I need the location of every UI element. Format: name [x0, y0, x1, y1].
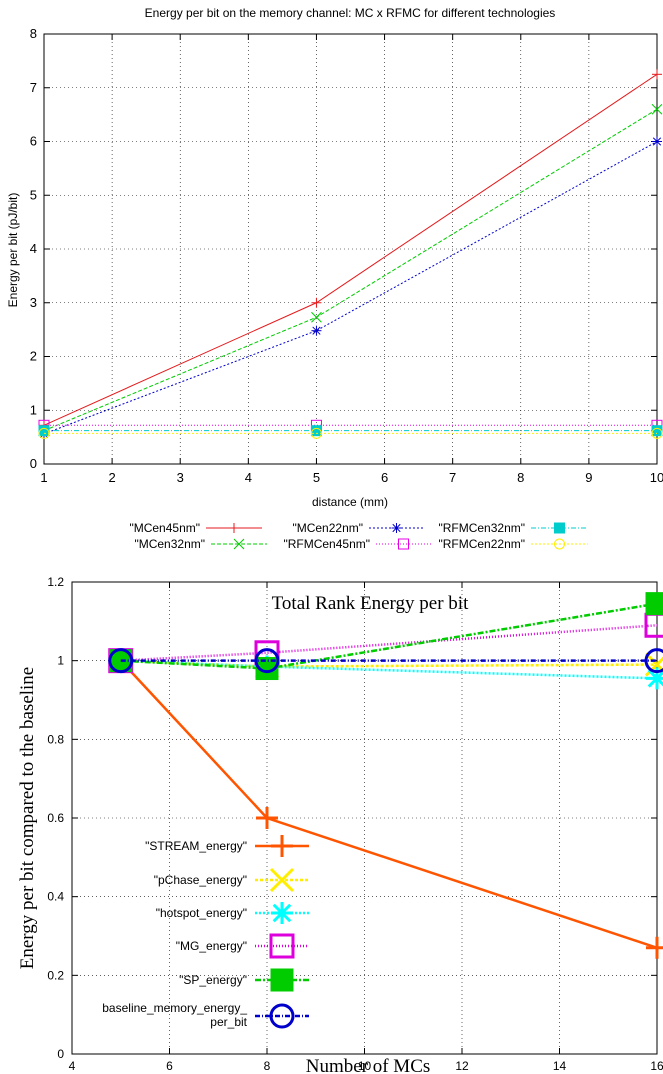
- y-tick-label: 0: [57, 1047, 64, 1061]
- x-tick-label: 12: [455, 1059, 469, 1073]
- series-line: [43, 73, 658, 426]
- x-tick-label: 5: [313, 470, 320, 485]
- series-line: [119, 659, 658, 949]
- x-tick-label: 2: [108, 470, 115, 485]
- x-tick-label: 7: [449, 470, 456, 485]
- data-point: [310, 427, 322, 439]
- y-axis-label: Energy per bit compared to the baseline: [17, 667, 38, 970]
- x-tick-label: 6: [166, 1059, 173, 1073]
- data-point: [645, 592, 663, 616]
- y-tick-label: 0.4: [47, 890, 64, 904]
- legend-label: "MCen22nm": [292, 521, 363, 535]
- legend-marker: [398, 538, 409, 550]
- legend-label: per_bit: [210, 1015, 247, 1029]
- legend-label: "MCen45nm": [129, 521, 200, 535]
- legend-label: "SP_energy": [179, 973, 247, 987]
- x-tick-label: 1: [40, 470, 47, 485]
- y-tick-label: 6: [30, 134, 37, 149]
- x-tick-label: 10: [358, 1059, 372, 1073]
- series-line: [43, 108, 658, 432]
- chart-title: Total Rank Energy per bit: [272, 593, 469, 614]
- x-tick-label: 8: [517, 470, 524, 485]
- legend-marker: [554, 522, 565, 534]
- plot-frame: [43, 33, 658, 465]
- data-point: [651, 103, 663, 115]
- y-tick-label: 1: [30, 402, 37, 417]
- x-axis-label: distance (mm): [312, 495, 388, 509]
- y-tick-label: 1: [57, 654, 64, 668]
- y-tick-label: 4: [30, 241, 37, 256]
- y-tick-label: 1.2: [47, 575, 64, 589]
- data-point: [38, 425, 50, 437]
- x-tick-label: 4: [245, 470, 252, 485]
- legend-marker: [272, 903, 292, 923]
- legend-marker: [269, 933, 295, 959]
- y-tick-label: 3: [30, 295, 37, 310]
- data-point: [651, 427, 663, 439]
- x-tick-label: 8: [264, 1059, 271, 1073]
- series-line: [43, 141, 658, 435]
- data-point: [38, 427, 50, 439]
- series-line: [120, 624, 658, 662]
- x-tick-label: 3: [177, 470, 184, 485]
- x-tick-label: 6: [381, 470, 388, 485]
- legend-label: "STREAM_energy": [145, 839, 247, 853]
- data-point: [312, 326, 321, 335]
- data-point: [652, 137, 662, 146]
- data-point: [108, 648, 134, 674]
- legend-marker: [233, 538, 245, 550]
- y-tick-label: 0.6: [47, 811, 64, 825]
- legend-label: "hotspot_energy": [156, 906, 247, 920]
- y-axis-label: Energy per bit (pJ/bit): [6, 193, 20, 308]
- legend-label: "MG_energy": [176, 939, 247, 953]
- series-line: [120, 659, 658, 680]
- legend-label: "RFMCen32nm": [438, 521, 525, 535]
- chart-2: 4 6 8 10 12 14 16 0 0.2 0.4 0.6 0.8 1 1.2 Total Rank E…: [17, 575, 663, 1074]
- y-tick-label: 2: [30, 349, 37, 364]
- data-point: [254, 648, 280, 674]
- data-point: [310, 425, 322, 437]
- y-tick-label: 8: [30, 26, 37, 41]
- legend-label: baseline_memory_energy_: [102, 1001, 247, 1015]
- y-tick-label: 5: [30, 187, 37, 202]
- data-point: [644, 648, 663, 674]
- legend-marker: [269, 1003, 295, 1029]
- legend-marker: [269, 867, 295, 893]
- x-tick-label: 9: [585, 470, 592, 485]
- legend-label: "pChase_energy": [154, 873, 247, 887]
- x-axis-label: Number of MCs: [306, 1056, 431, 1074]
- legend-marker: [554, 538, 565, 550]
- y-tick-label: 0: [30, 456, 37, 471]
- x-tick-label: 10: [650, 470, 663, 485]
- data-point: [255, 657, 279, 681]
- legend-label: "RFMCen22nm": [438, 537, 525, 551]
- legend-marker: [392, 523, 401, 533]
- legend-label: "MCen32nm": [134, 537, 205, 551]
- y-tick-label: 0.2: [47, 968, 64, 982]
- data-point: [311, 311, 322, 323]
- legend-marker: [270, 968, 294, 992]
- y-tick-label: 7: [30, 80, 37, 95]
- x-tick-label: 16: [650, 1059, 663, 1073]
- data-point: [651, 425, 663, 437]
- legend-label: "RFMCen45nm": [283, 537, 370, 551]
- x-tick-label: 4: [69, 1059, 76, 1073]
- y-tick-label: 0.8: [47, 732, 64, 746]
- chart-title: Energy per bit on the memory channel: MC…: [145, 6, 556, 20]
- x-tick-label: 14: [553, 1059, 567, 1073]
